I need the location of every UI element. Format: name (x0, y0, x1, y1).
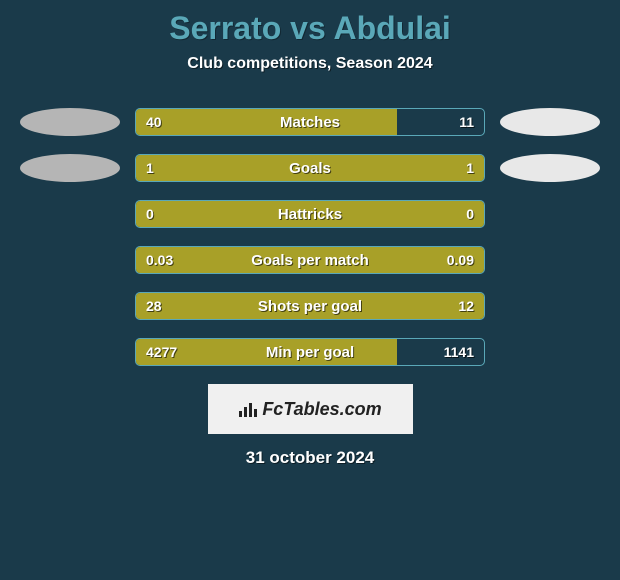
team-badge-right (500, 108, 600, 136)
stat-label: Goals (136, 155, 484, 181)
stat-label: Hattricks (136, 201, 484, 227)
stat-bar: Matches40 11 (135, 108, 485, 136)
stat-value-left: 0 (146, 201, 154, 227)
team-badge-right (500, 154, 600, 182)
stat-value-right: 1141 (444, 339, 474, 365)
stat-label: Min per goal (136, 339, 484, 365)
stat-bar: Goals per match0.03 0.09 (135, 246, 485, 274)
stat-row: Min per goal4277 1141 (0, 338, 620, 366)
stat-value-right: 1 (466, 155, 474, 181)
page-title: Serrato vs Abdulai (0, 10, 620, 47)
stat-value-left: 0.03 (146, 247, 173, 273)
team-badge-left (20, 154, 120, 182)
stat-value-left: 4277 (146, 339, 177, 365)
stat-bar: Hattricks0 0 (135, 200, 485, 228)
stat-label: Shots per goal (136, 293, 484, 319)
stat-row: Hattricks0 0 (0, 200, 620, 228)
logo-text: FcTables.com (262, 399, 381, 420)
stat-row: Goals1 1 (0, 154, 620, 182)
stat-label: Matches (136, 109, 484, 135)
stat-bar: Min per goal4277 1141 (135, 338, 485, 366)
stat-label: Goals per match (136, 247, 484, 273)
stat-value-right: 11 (459, 109, 474, 135)
stat-row: Shots per goal28 12 (0, 292, 620, 320)
logo-box: FcTables.com (208, 384, 413, 434)
stats-infographic: Serrato vs Abdulai Club competitions, Se… (0, 0, 620, 580)
stat-value-right: 0 (466, 201, 474, 227)
stat-bar: Goals1 1 (135, 154, 485, 182)
stat-value-right: 0.09 (447, 247, 474, 273)
logo: FcTables.com (238, 399, 381, 420)
stat-value-left: 28 (146, 293, 162, 319)
stat-rows: Matches4011Goals11Hattricks00Goals per m… (0, 108, 620, 366)
team-badge-left (20, 108, 120, 136)
subtitle: Club competitions, Season 2024 (0, 55, 620, 73)
stat-row: Goals per match0.03 0.09 (0, 246, 620, 274)
stat-value-left: 40 (146, 109, 162, 135)
stat-row: Matches40 11 (0, 108, 620, 136)
stat-value-right: 12 (458, 293, 474, 319)
date-text: 31 october 2024 (0, 448, 620, 468)
stat-bar: Shots per goal28 12 (135, 292, 485, 320)
bar-chart-icon (238, 401, 258, 417)
stat-value-left: 1 (146, 155, 154, 181)
